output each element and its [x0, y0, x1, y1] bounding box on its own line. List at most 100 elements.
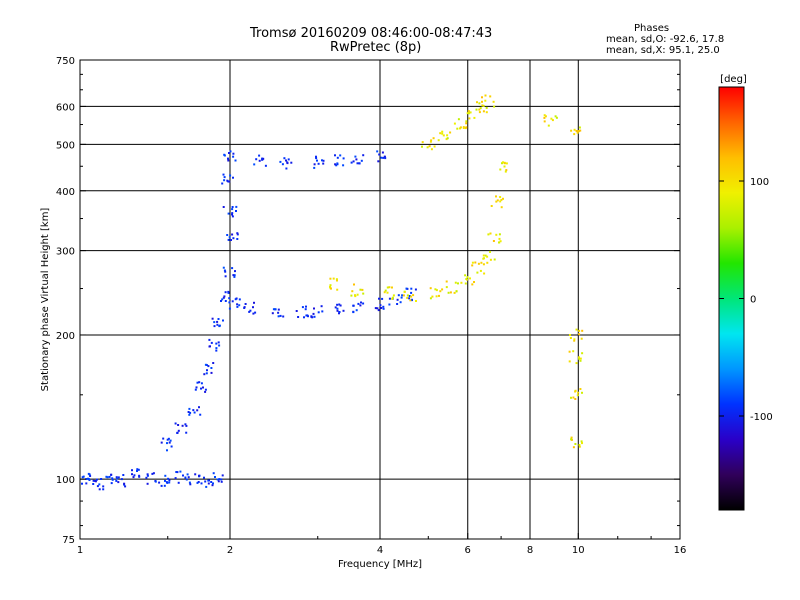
data-point [476, 101, 478, 104]
data-point [447, 291, 450, 294]
data-point [502, 197, 504, 200]
data-point [253, 163, 256, 166]
data-point [376, 307, 379, 310]
data-point [166, 449, 168, 452]
data-point [244, 303, 247, 305]
data-point [285, 167, 288, 170]
data-point [334, 154, 336, 157]
data-point [459, 126, 462, 129]
data-point [332, 277, 335, 280]
data-point [410, 291, 413, 294]
data-point [469, 277, 471, 280]
data-point [576, 394, 579, 397]
data-point [211, 484, 214, 487]
data-point [187, 476, 190, 479]
data-point [384, 289, 387, 292]
data-point [445, 286, 448, 289]
data-point [396, 303, 399, 305]
data-point [204, 480, 207, 483]
data-point [433, 145, 436, 148]
data-point [478, 108, 481, 111]
data-point [186, 473, 189, 476]
data-point [465, 278, 468, 280]
data-point [220, 480, 223, 483]
data-point [495, 233, 498, 236]
data-point [543, 116, 546, 119]
data-point [315, 157, 318, 160]
data-point [578, 445, 581, 448]
data-point [471, 261, 474, 264]
data-point [378, 297, 380, 300]
data-point [168, 481, 171, 484]
data-point [195, 386, 198, 389]
data-point [446, 137, 449, 140]
data-point [218, 344, 221, 347]
data-point [297, 316, 300, 318]
phase-stats-label: Phases [634, 23, 670, 34]
data-point [207, 482, 210, 485]
data-point [115, 479, 118, 482]
data-point [360, 301, 362, 304]
data-point [236, 305, 239, 308]
data-point [409, 299, 412, 302]
data-point [272, 308, 275, 311]
x-tick-label: 16 [674, 545, 687, 556]
data-point [572, 396, 575, 399]
data-point [578, 356, 580, 359]
data-point [200, 382, 203, 385]
data-point [336, 288, 339, 291]
data-point [232, 237, 235, 240]
data-point [360, 159, 363, 162]
data-point [358, 162, 361, 165]
data-point [484, 99, 487, 102]
data-point [317, 311, 320, 314]
data-point [479, 107, 482, 110]
data-point [474, 261, 477, 264]
y-axis-title: Stationary phase Virtual Height [km] [40, 208, 51, 392]
data-point [490, 205, 493, 207]
data-point [221, 182, 224, 185]
data-point [465, 126, 468, 129]
data-point [203, 476, 205, 479]
data-point [111, 477, 114, 480]
data-point [410, 287, 413, 290]
data-point [248, 310, 251, 313]
data-point [236, 233, 239, 236]
data-point [160, 441, 163, 444]
data-point [231, 208, 234, 211]
data-point [205, 372, 208, 375]
data-point [482, 254, 485, 257]
data-point [336, 303, 339, 306]
data-point [432, 137, 435, 140]
data-point [462, 127, 465, 129]
data-point [479, 269, 482, 272]
data-point [547, 124, 550, 127]
data-point [252, 312, 255, 315]
data-point [232, 274, 235, 277]
grid-lines [80, 60, 680, 539]
data-point [177, 481, 180, 484]
data-point [230, 239, 232, 241]
data-point [342, 164, 345, 167]
data-point [92, 483, 95, 485]
data-point [573, 339, 576, 342]
data-point [386, 291, 389, 294]
data-point [580, 337, 583, 340]
data-point [166, 438, 169, 441]
data-point [211, 317, 214, 320]
data-point [489, 95, 492, 98]
data-point [204, 388, 207, 391]
data-point [429, 140, 432, 143]
data-point [338, 312, 340, 315]
data-point [338, 303, 341, 306]
data-point [454, 281, 457, 284]
data-point [316, 159, 318, 162]
data-point [81, 482, 83, 485]
data-point [469, 111, 472, 114]
data-point [236, 232, 239, 235]
data-point [281, 163, 284, 166]
data-point [500, 198, 503, 201]
data-point [286, 162, 289, 165]
data-point [484, 254, 487, 257]
data-point [223, 176, 226, 179]
